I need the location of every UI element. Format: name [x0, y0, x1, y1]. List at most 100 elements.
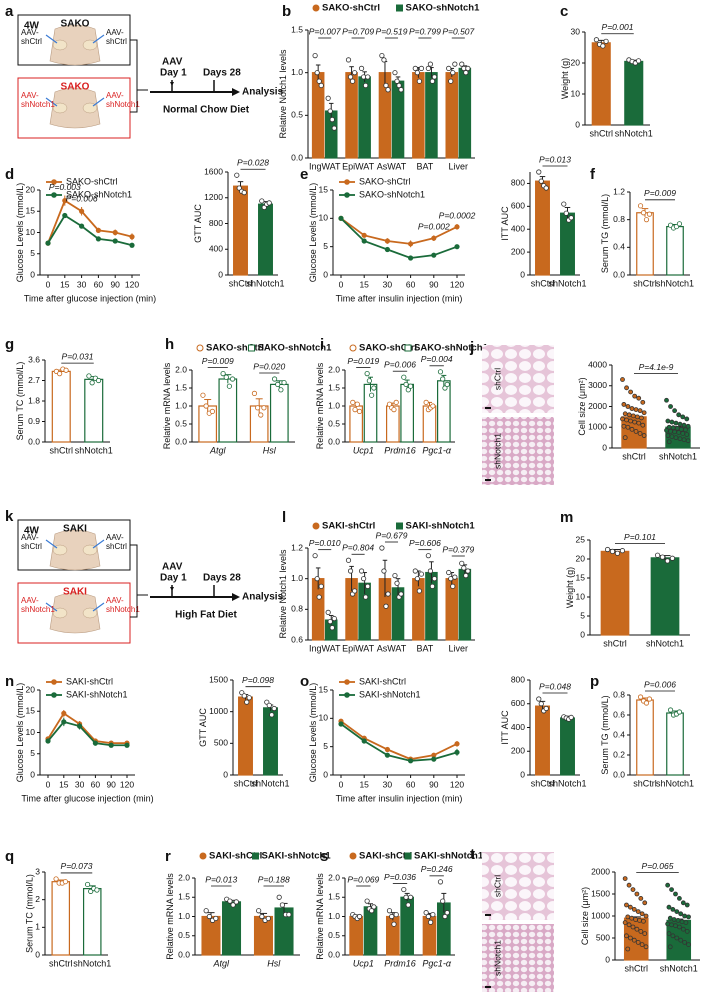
legend-marker: [396, 522, 403, 530]
y-tick-label: 0: [323, 769, 328, 779]
data-point: [92, 740, 98, 746]
y-tick-label: 0: [605, 954, 610, 964]
data-point: [642, 931, 648, 936]
data-point: [638, 896, 644, 901]
data-point: [401, 886, 407, 893]
injection: [45, 97, 58, 107]
data-point: [412, 65, 418, 72]
data-point: [673, 891, 678, 897]
y-tick-label: 2.0: [178, 872, 190, 882]
y-tick-label: 15: [26, 206, 36, 216]
p-value: P=0.069: [347, 874, 379, 884]
mouse-body: [49, 24, 101, 66]
y-axis-label: ITT AUC: [500, 206, 510, 241]
p-value: P=0.379: [442, 544, 474, 554]
data-point: [620, 416, 625, 422]
data-point: [538, 701, 544, 707]
mouse-label: SAKI: [63, 524, 87, 535]
panel-label: i: [320, 336, 324, 353]
p-value: P=0.028: [237, 157, 269, 167]
series-line: [340, 720, 458, 761]
p-value: P=0.013: [539, 154, 571, 164]
legend-label: SAKO-shCtrl: [206, 343, 264, 354]
x-tick-label: shNotch1: [246, 278, 284, 288]
x-tick-label: BAT: [416, 161, 433, 171]
data-point: [680, 431, 686, 436]
series-line: [47, 712, 127, 745]
data-point: [62, 212, 68, 219]
data-point: [631, 937, 637, 943]
aav-label: AAV-: [106, 91, 124, 100]
data-point: [279, 902, 286, 908]
x-tick-label: shCtrl: [603, 638, 627, 648]
y-tick-label: 0.5: [175, 418, 187, 428]
y-axis-label: Cell size (μm²): [580, 887, 590, 945]
data-point: [685, 438, 691, 444]
data-point: [425, 65, 431, 72]
data-point: [233, 899, 239, 905]
bar: [51, 370, 71, 443]
data-point: [673, 420, 679, 426]
data-point: [628, 418, 634, 424]
data-point: [678, 911, 684, 917]
data-point: [429, 78, 436, 84]
micrograph: [482, 417, 554, 485]
y-tick-label: 3.6: [28, 354, 40, 364]
data-point: [682, 940, 688, 945]
data-point: [536, 169, 542, 175]
y-tick-label: 400: [209, 244, 223, 254]
x-tick-label: shNotch1: [656, 278, 694, 288]
data-point: [676, 430, 682, 435]
data-point: [356, 913, 363, 920]
data-point: [452, 574, 458, 580]
x-tick-label: shCtrl: [531, 778, 555, 788]
x-tick-label: 90: [429, 779, 439, 789]
y-tick-label: 400: [511, 722, 525, 732]
panel-label: q: [5, 848, 14, 865]
data-point: [385, 87, 391, 93]
legend-label: SAKI-shNotch1: [66, 689, 128, 699]
data-point: [454, 749, 460, 755]
micrograph-label: shCtrl: [492, 875, 502, 897]
data-point: [361, 738, 367, 744]
data-point: [407, 383, 414, 389]
data-point: [669, 887, 674, 892]
x-tick-label: shCtrl: [624, 963, 648, 973]
data-point: [632, 393, 638, 399]
data-point: [79, 208, 85, 214]
data-point: [230, 902, 236, 908]
data-point: [428, 919, 434, 925]
x-tick-label: Liver: [449, 161, 469, 171]
data-point: [669, 922, 674, 928]
bar: [345, 72, 358, 159]
data-point: [684, 416, 690, 422]
y-tick-label: 10: [26, 227, 36, 237]
y-tick-label: 0.0: [175, 436, 187, 446]
data-point: [643, 700, 650, 706]
data-point: [354, 401, 360, 407]
data-point: [635, 940, 641, 945]
data-point: [385, 591, 391, 597]
y-tick-label: 0.5: [291, 110, 303, 120]
legend-label: SAKO-shCtrl: [359, 176, 411, 186]
x-tick-label: shNotch1: [646, 638, 684, 648]
panel-label: h: [165, 336, 174, 353]
y-tick-label: 5: [323, 741, 328, 751]
data-point: [654, 552, 661, 558]
x-tick-label: 0: [46, 779, 51, 789]
data-point: [684, 432, 690, 437]
data-point: [635, 58, 642, 64]
data-point: [430, 403, 436, 409]
legend-label: SAKI-shNotch1: [262, 851, 332, 862]
data-point: [223, 374, 229, 380]
data-point: [356, 408, 363, 414]
y-tick-label: 10: [319, 213, 329, 223]
data-point: [639, 415, 644, 421]
data-point: [641, 433, 647, 438]
p-value: P=0.006: [66, 193, 98, 203]
data-point: [625, 404, 631, 409]
y-tick-label: 2.0: [328, 872, 340, 882]
bar: [363, 906, 378, 956]
data-point: [450, 583, 456, 589]
data-point: [675, 918, 681, 923]
